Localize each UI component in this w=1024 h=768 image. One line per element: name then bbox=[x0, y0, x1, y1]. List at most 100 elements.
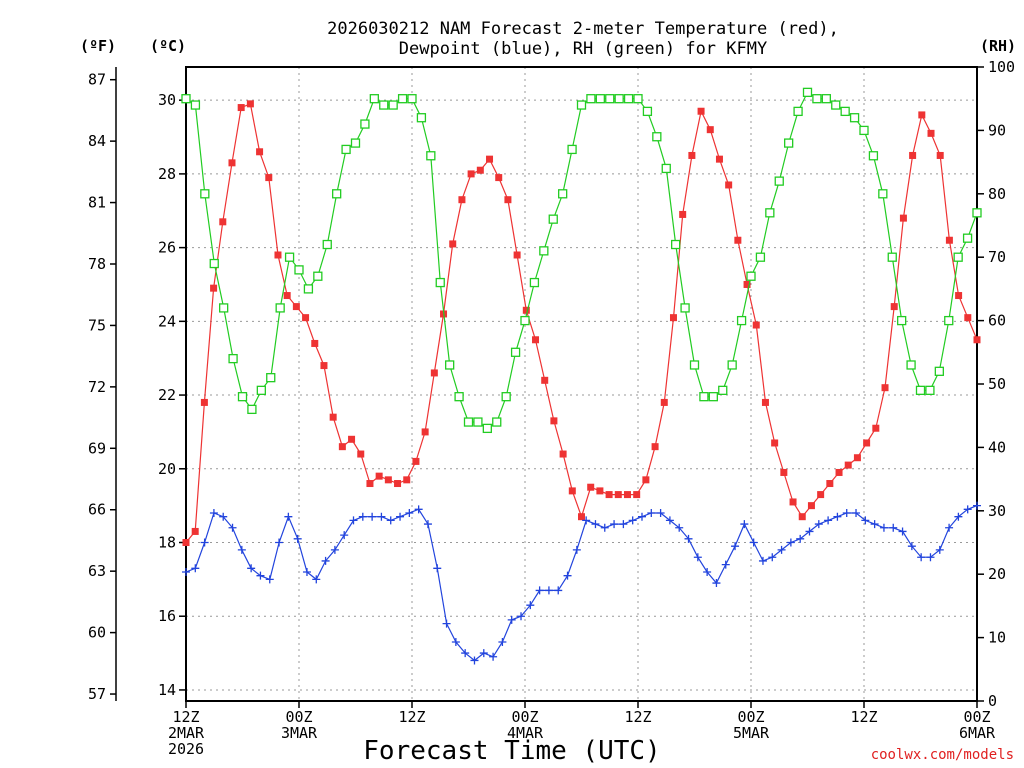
dewpoint-point bbox=[656, 509, 665, 518]
rh-point bbox=[473, 417, 483, 427]
dewpoint-point bbox=[703, 567, 712, 576]
dewpoint-point bbox=[824, 516, 833, 525]
temperature-point bbox=[532, 336, 540, 344]
rh-point bbox=[897, 315, 907, 326]
celsius-unit-label: (ºC) bbox=[150, 37, 186, 55]
dewpoint-point bbox=[852, 509, 861, 518]
rh-point bbox=[915, 385, 926, 395]
temperature-point bbox=[338, 443, 346, 451]
dewpoint-point bbox=[284, 512, 293, 521]
rh-tick-label: 30 bbox=[988, 502, 1006, 520]
rh-point bbox=[369, 94, 379, 104]
temperature-point bbox=[348, 435, 356, 443]
dewpoint-point bbox=[405, 509, 414, 518]
dewpoint-point bbox=[247, 564, 256, 573]
temperature-point bbox=[734, 236, 742, 244]
rh-point bbox=[576, 100, 587, 110]
temperature-point bbox=[513, 251, 521, 259]
rh-point bbox=[200, 189, 210, 199]
rh-point bbox=[303, 284, 314, 294]
celsius-tick-label: 16 bbox=[158, 607, 176, 625]
rh-point bbox=[812, 94, 822, 104]
temperature-point bbox=[651, 443, 659, 451]
dewpoint-point bbox=[265, 575, 274, 584]
rh-point bbox=[614, 94, 624, 104]
dewpoint-point bbox=[563, 571, 572, 580]
dewpoint-point bbox=[842, 509, 851, 518]
rh-point bbox=[454, 392, 464, 402]
dewpoint-point bbox=[340, 531, 349, 540]
rh-tick-label: 70 bbox=[988, 248, 1006, 266]
rh-point bbox=[463, 417, 474, 427]
plot-frame bbox=[185, 66, 978, 702]
temperature-point bbox=[394, 480, 402, 488]
temperature-point bbox=[679, 210, 687, 218]
rh-point bbox=[689, 360, 700, 370]
temperature-point bbox=[614, 491, 622, 499]
x-tick-label: 12Z bbox=[624, 708, 651, 726]
dewpoint-point bbox=[805, 527, 814, 536]
temperature-point bbox=[256, 148, 264, 156]
rh-point bbox=[482, 423, 492, 434]
rh-point bbox=[539, 246, 549, 256]
temperature-point bbox=[292, 303, 300, 311]
dewpoint-point bbox=[879, 523, 888, 532]
dewpoint-point bbox=[358, 512, 367, 521]
temperature-point bbox=[835, 468, 843, 476]
rh-point bbox=[379, 100, 389, 110]
celsius-tick-label: 28 bbox=[158, 165, 176, 183]
celsius-tick-label: 26 bbox=[158, 239, 176, 257]
rh-tick-label: 80 bbox=[988, 185, 1006, 203]
dewpoint-point bbox=[749, 538, 758, 547]
temperature-point bbox=[706, 126, 714, 134]
rh-point bbox=[642, 106, 653, 117]
temperature-point bbox=[357, 450, 365, 458]
rh-point bbox=[849, 113, 860, 123]
temperature-point bbox=[550, 417, 558, 425]
temperature-point bbox=[587, 483, 595, 491]
dewpoint-point bbox=[572, 545, 581, 554]
dewpoint-point bbox=[693, 553, 702, 562]
rh-tick-label: 40 bbox=[988, 438, 1006, 456]
rh-point bbox=[435, 277, 445, 288]
celsius-tick-label: 22 bbox=[158, 386, 176, 404]
rh-point bbox=[774, 176, 784, 186]
dewpoint-point bbox=[600, 523, 609, 532]
dewpoint-point bbox=[554, 586, 563, 595]
fahrenheit-tick-label: 75 bbox=[88, 316, 106, 334]
dewpoint-point bbox=[898, 527, 907, 536]
rh-point bbox=[360, 119, 370, 129]
temperature-point bbox=[403, 476, 411, 484]
temperature-point bbox=[669, 314, 677, 322]
rh-point bbox=[567, 144, 577, 155]
x-tick-label: 6MAR bbox=[959, 724, 996, 742]
temperature-point bbox=[725, 181, 733, 189]
x-axis-label: Forecast Time (UTC) bbox=[363, 736, 660, 766]
dewpoint-point bbox=[535, 586, 544, 595]
temperature-point bbox=[228, 159, 236, 167]
temperature-point bbox=[541, 376, 549, 384]
rh-tick-label: 60 bbox=[988, 312, 1006, 330]
temperature-point bbox=[899, 214, 907, 222]
dewpoint-point bbox=[814, 520, 823, 529]
rh-point bbox=[793, 106, 803, 117]
rh-point bbox=[934, 366, 944, 376]
x-tick-label: 00Z bbox=[737, 708, 764, 726]
temperature-point bbox=[430, 369, 438, 377]
rh-point bbox=[209, 258, 219, 269]
rh-point bbox=[831, 100, 841, 110]
x-tick-label: 5MAR bbox=[733, 724, 770, 742]
rh-point bbox=[520, 315, 530, 326]
temperature-point bbox=[219, 218, 227, 226]
temperature-point bbox=[863, 439, 871, 447]
dewpoint-point bbox=[917, 553, 926, 562]
dewpoint-point bbox=[256, 571, 265, 580]
rh-point bbox=[510, 347, 521, 357]
dewpoint-point bbox=[740, 520, 749, 529]
x-tick-label: 00Z bbox=[285, 708, 312, 726]
x-tick-label: 4MAR bbox=[507, 724, 544, 742]
rh-point bbox=[859, 125, 869, 136]
dewpoint-point bbox=[442, 619, 451, 628]
dewpoint-point bbox=[712, 579, 721, 588]
dewpoint-point bbox=[330, 545, 339, 554]
